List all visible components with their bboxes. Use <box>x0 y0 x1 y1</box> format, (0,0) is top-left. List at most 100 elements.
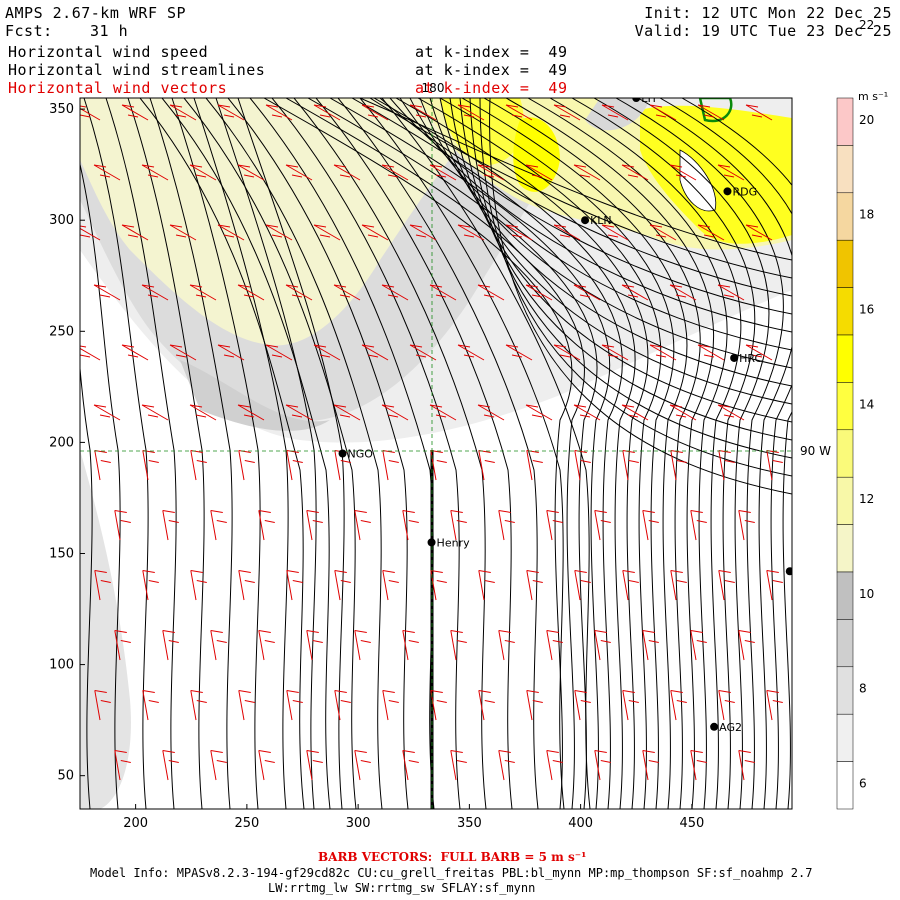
streamline <box>615 98 784 809</box>
barb-flag <box>648 639 659 643</box>
barb-shaft <box>601 104 629 121</box>
field-name-streamlines: Horizontal wind streamlines <box>8 61 266 79</box>
barb-shaft <box>477 284 505 301</box>
barb-flag <box>649 104 663 108</box>
barb-shaft <box>334 570 341 601</box>
streamline <box>381 98 591 809</box>
barb-flag <box>354 629 367 633</box>
barb-shaft <box>114 630 121 661</box>
barb-flag <box>408 519 419 523</box>
streamline <box>549 98 742 809</box>
barb-flag <box>457 344 471 348</box>
barb-flag <box>531 294 543 298</box>
barb-flag <box>402 749 415 753</box>
barb-shaft <box>498 750 505 781</box>
barb-flag <box>435 414 447 418</box>
barb-flag <box>696 639 707 643</box>
barb-flag <box>676 459 687 463</box>
barb-shaft <box>546 630 553 661</box>
barb-flag <box>622 689 635 693</box>
barb-shaft <box>642 630 649 661</box>
barb-shaft <box>738 750 745 781</box>
barb-flag <box>306 629 319 633</box>
streamline <box>489 98 792 495</box>
streamline <box>227 98 409 809</box>
barb-shaft <box>313 104 341 121</box>
barb-flag <box>525 404 539 408</box>
barb-flag <box>751 114 763 118</box>
station-label: NGO <box>348 448 374 461</box>
barb-shaft <box>217 104 245 121</box>
barb-shaft <box>141 404 169 421</box>
barb-shaft <box>94 570 101 601</box>
barb-flag <box>450 629 463 633</box>
barb-flag <box>121 224 135 228</box>
barb-flag <box>456 639 467 643</box>
barb-flag <box>319 234 331 238</box>
speed-shade-cream <box>80 98 500 346</box>
barb-shaft <box>238 570 245 601</box>
barb-shaft <box>622 570 629 601</box>
barb-shaft <box>697 344 725 361</box>
streamline <box>171 98 261 809</box>
barb-flag <box>388 579 399 583</box>
barb-flag <box>258 629 271 633</box>
barb-flag <box>339 414 351 418</box>
barb-shaft <box>697 104 725 121</box>
barb-shaft <box>381 404 409 421</box>
barb-flag <box>676 579 687 583</box>
barb-flag <box>409 104 423 108</box>
barb-shaft <box>286 570 293 601</box>
barb-flag <box>243 414 255 418</box>
barb-flag <box>196 459 207 463</box>
barb-shaft <box>162 630 169 661</box>
barb-shaft <box>429 164 457 181</box>
barb-flag <box>690 629 703 633</box>
stations: RDG KLN HRC NGO Henry AG2 LTI <box>338 98 792 734</box>
barb-shaft <box>622 690 629 721</box>
barb-flag <box>744 639 755 643</box>
barb-flag <box>237 284 251 288</box>
barb-flag <box>168 639 179 643</box>
barb-flag <box>532 459 543 463</box>
barb-flag <box>546 509 559 513</box>
barb-flag <box>189 164 203 168</box>
grid-label-right: 90 W <box>800 444 831 458</box>
barb-flag <box>319 354 331 358</box>
model-info-line2: LW:rrtmg_lw SW:rrtmg_sw SFLAY:sf_mynn <box>268 881 536 895</box>
colorbar-segment <box>836 761 854 810</box>
y-tick-label: 100 <box>49 658 74 673</box>
barb-flag <box>237 404 251 408</box>
barb-shaft <box>450 630 457 661</box>
barb-shaft <box>649 344 677 361</box>
barb-flag <box>607 354 619 358</box>
streamline <box>205 98 383 809</box>
colorbar-label: 18 <box>859 208 874 222</box>
barb-flag <box>121 104 135 108</box>
barb-shaft <box>574 570 581 601</box>
barb-shaft <box>690 510 697 541</box>
barb-flag <box>120 759 131 763</box>
barb-shaft <box>622 450 629 481</box>
barb-flag <box>573 284 587 288</box>
barb-shaft <box>697 224 725 241</box>
barb-shaft <box>354 750 361 781</box>
barb-flag <box>340 579 351 583</box>
barb-flag <box>291 414 303 418</box>
barb-flag <box>387 414 399 418</box>
valid-time: Valid: 19 UTC Tue 23 Dec 25 <box>634 22 892 40</box>
barb-shaft <box>526 690 533 721</box>
streamline <box>139 98 305 809</box>
barb-flag <box>450 749 463 753</box>
station-label: RDG <box>732 185 757 198</box>
barb-flag <box>333 164 347 168</box>
barb-flag <box>766 689 779 693</box>
barb-flag <box>621 404 635 408</box>
barb-shaft <box>669 164 697 181</box>
barb-flag <box>772 459 783 463</box>
barb-flag <box>361 104 375 108</box>
colorbar-label: 14 <box>859 397 874 411</box>
barb-flag <box>94 689 107 693</box>
barb-flag <box>457 104 471 108</box>
barb-shaft <box>94 450 101 481</box>
